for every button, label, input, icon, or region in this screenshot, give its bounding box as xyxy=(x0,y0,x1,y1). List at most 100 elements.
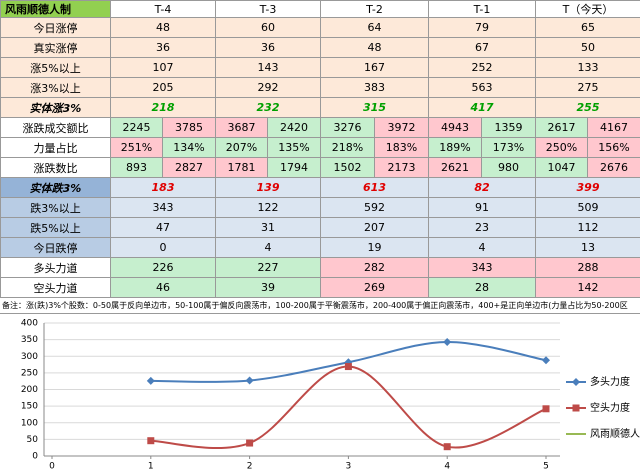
value-cell: 232 xyxy=(215,97,321,118)
value-cell: 613 xyxy=(320,177,429,198)
value-cell: 383 xyxy=(320,77,429,98)
value-cell: 269 xyxy=(320,277,429,298)
marker xyxy=(246,439,254,447)
y-tick-label: 350 xyxy=(21,335,38,345)
row-label: 涨跌成交额比 xyxy=(0,117,111,138)
value-cell: 251% xyxy=(110,137,163,158)
row-label: 空头力道 xyxy=(0,277,111,298)
value-cell: 2245 xyxy=(110,117,163,138)
value-cell: 205 xyxy=(110,77,216,98)
value-cell: 3687 xyxy=(215,117,268,138)
value-cell: 2173 xyxy=(374,157,429,178)
value-cell: 2420 xyxy=(267,117,321,138)
row-label: 跌5%以上 xyxy=(0,217,111,238)
header-cell: T（今天） xyxy=(534,0,640,18)
x-tick-label: 5 xyxy=(543,462,549,472)
value-cell: 183% xyxy=(374,137,429,158)
value-cell: 4 xyxy=(215,237,321,258)
value-cell: 64 xyxy=(320,17,429,38)
table-row: 跌3%以上 343 122 592 91 509 xyxy=(0,197,640,218)
value-cell: 343 xyxy=(428,257,536,278)
value-cell: 112 xyxy=(534,217,640,238)
chart: 0 50 100 150 200 250 300 350 400 0 1 2 3 4 5 多头力度空头力度风雨… xyxy=(21,319,640,472)
y-tick-label: 150 xyxy=(21,402,38,412)
y-tick-label: 100 xyxy=(21,418,38,428)
header-cell: 风雨顺德人制 xyxy=(0,0,111,18)
value-cell: 46 xyxy=(110,277,216,298)
value-cell: 133 xyxy=(534,57,640,78)
table-row: 跌5%以上 47 31 207 23 112 xyxy=(0,217,640,238)
row-label: 涨3%以上 xyxy=(0,77,111,98)
table-row: 涨跌数比 893 2827 1781 1794 1502 2173 2621 980 1047 26… xyxy=(0,157,640,178)
value-cell: 315 xyxy=(320,97,429,118)
value-cell: 252 xyxy=(428,57,536,78)
legend-marker xyxy=(572,378,580,386)
y-tick-label: 250 xyxy=(21,368,38,378)
value-cell: 275 xyxy=(534,77,640,98)
value-cell: 60 xyxy=(215,17,321,38)
value-cell: 48 xyxy=(320,37,429,58)
value-cell: 4 xyxy=(428,237,536,258)
header-cell: T-2 xyxy=(320,0,429,18)
value-cell: 65 xyxy=(534,17,640,38)
value-cell: 173% xyxy=(481,137,536,158)
value-cell: 39 xyxy=(215,277,321,298)
value-cell: 417 xyxy=(428,97,536,118)
x-tick-label: 2 xyxy=(247,462,253,472)
value-cell: 91 xyxy=(428,197,536,218)
row-label: 今日跌停 xyxy=(0,237,111,258)
value-cell: 255 xyxy=(534,97,640,118)
value-cell: 3785 xyxy=(162,117,216,138)
legend-label: 多头力度 xyxy=(590,375,630,388)
table-row: 多头力道 226 227 282 343 288 xyxy=(0,257,640,278)
value-cell: 2827 xyxy=(162,157,216,178)
value-cell: 1359 xyxy=(481,117,536,138)
row-label: 今日涨停 xyxy=(0,17,111,38)
header-row: 风雨顺德人制 T-4 T-3 T-2 T-1 T（今天） xyxy=(0,0,640,18)
value-cell: 189% xyxy=(428,137,482,158)
value-cell: 1781 xyxy=(215,157,268,178)
value-cell: 36 xyxy=(215,37,321,58)
x-tick-label: 3 xyxy=(346,462,352,472)
value-cell: 0 xyxy=(110,237,216,258)
value-cell: 980 xyxy=(481,157,536,178)
table-row: 今日跌停 0 4 19 4 13 xyxy=(0,237,640,258)
x-tick-label: 4 xyxy=(444,462,450,472)
row-label: 跌3%以上 xyxy=(0,197,111,218)
value-cell: 207 xyxy=(320,217,429,238)
value-cell: 292 xyxy=(215,77,321,98)
value-cell: 893 xyxy=(110,157,163,178)
value-cell: 36 xyxy=(110,37,216,58)
value-cell: 4167 xyxy=(586,117,640,138)
marker xyxy=(542,356,550,365)
value-cell: 135% xyxy=(267,137,321,158)
value-cell: 343 xyxy=(110,197,216,218)
table-row: 今日涨停 48 60 64 79 65 xyxy=(0,17,640,38)
y-tick-label: 50 xyxy=(27,435,39,445)
legend-marker xyxy=(572,404,580,412)
y-tick-label: 300 xyxy=(21,352,38,362)
value-cell: 4943 xyxy=(428,117,482,138)
value-cell: 2676 xyxy=(586,157,640,178)
value-cell: 563 xyxy=(428,77,536,98)
data-table: 风雨顺德人制 T-4 T-3 T-2 T-1 T（今天） 今日涨停 48 60 64 79 65 真实涨… xyxy=(0,0,640,298)
value-cell: 2621 xyxy=(428,157,482,178)
value-cell: 139 xyxy=(215,177,321,198)
marker xyxy=(443,443,451,451)
row-label: 多头力道 xyxy=(0,257,111,278)
table-row: 实体涨3% 218 232 315 417 255 xyxy=(0,97,640,118)
value-cell: 207% xyxy=(215,137,268,158)
marker xyxy=(245,376,254,385)
x-tick-label: 1 xyxy=(148,462,154,472)
table-row: 实体跌3% 183 139 613 82 399 xyxy=(0,177,640,198)
row-label: 实体跌3% xyxy=(0,177,111,198)
value-cell: 67 xyxy=(428,37,536,58)
value-cell: 183 xyxy=(110,177,216,198)
value-cell: 134% xyxy=(162,137,216,158)
value-cell: 592 xyxy=(320,197,429,218)
y-tick-label: 0 xyxy=(32,452,38,462)
value-cell: 122 xyxy=(215,197,321,218)
note: 备注：涨(跌)3%个股数：0-50属于反向单边市，50-100属于偏反向震荡市，… xyxy=(0,298,640,314)
value-cell: 1794 xyxy=(267,157,321,178)
